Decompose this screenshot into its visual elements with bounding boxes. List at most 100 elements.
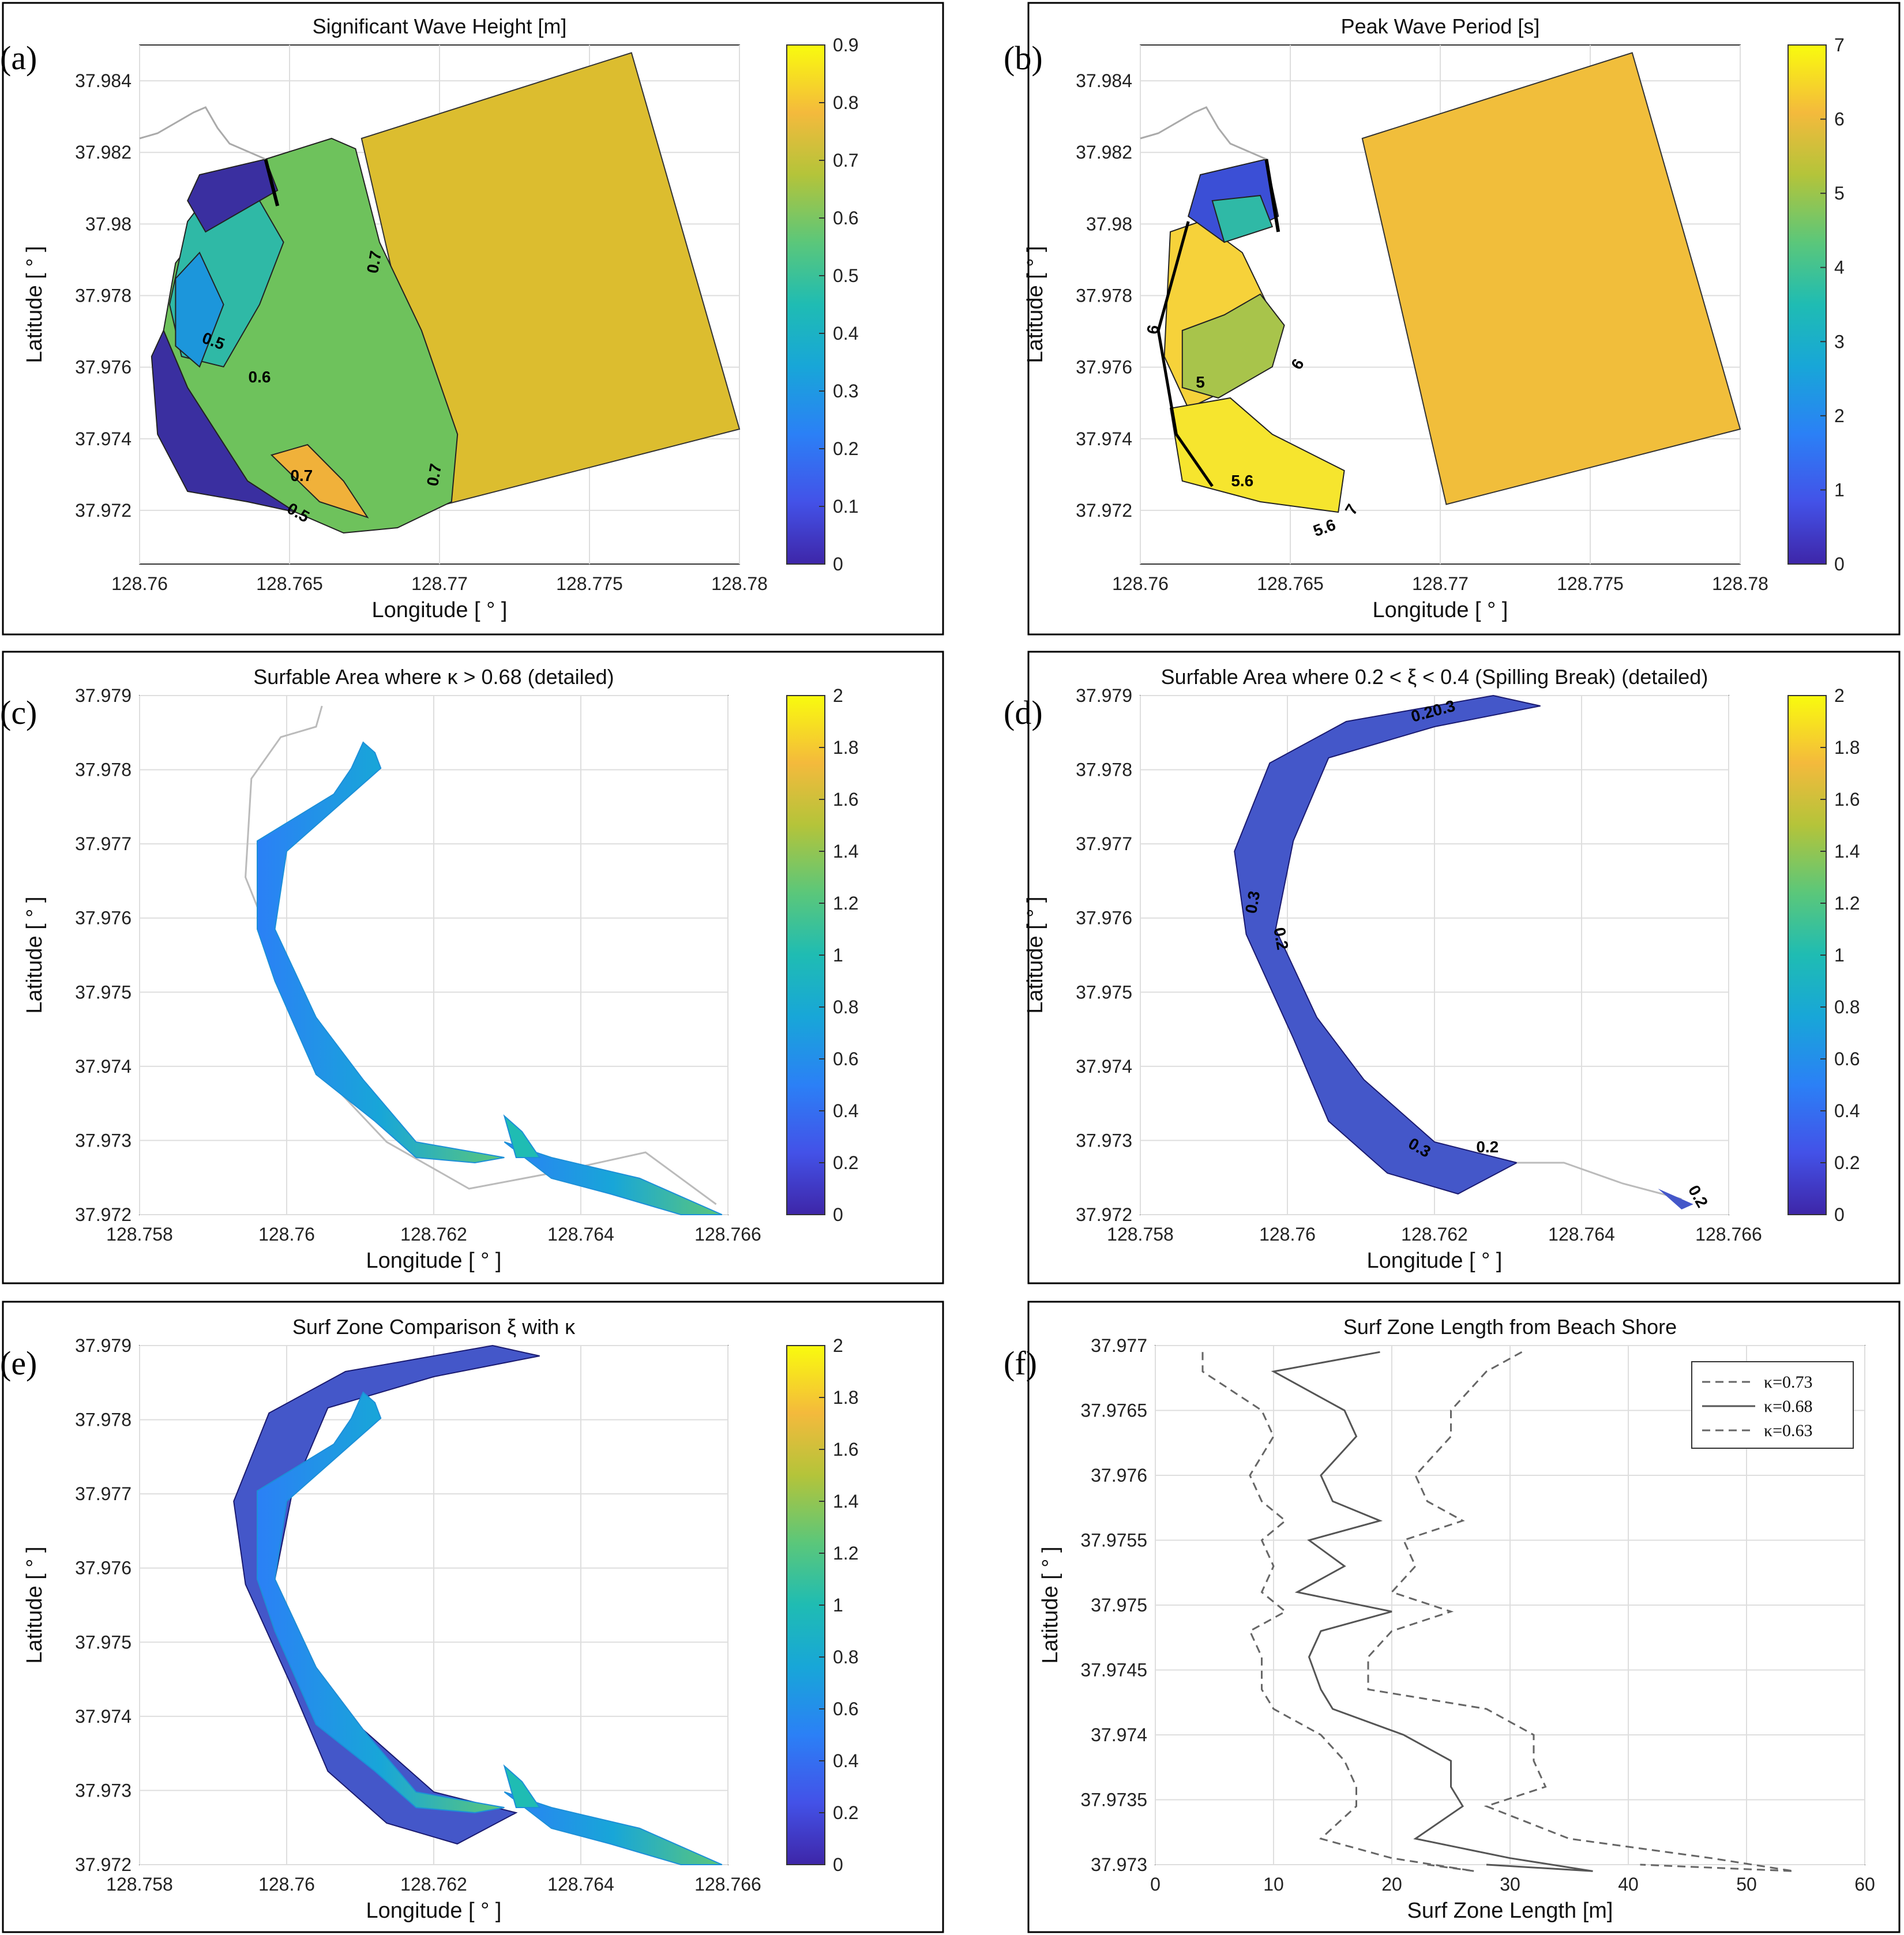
colorbar: [1787, 695, 1827, 1215]
x-tick-label: 10: [1263, 1874, 1284, 1895]
y-tick-label: 37.984: [1076, 70, 1132, 91]
y-tick-label: 37.972: [1076, 500, 1132, 521]
x-tick-label: 128.758: [106, 1874, 173, 1895]
colorbar-tick-label: 7: [1834, 35, 1845, 55]
offshore-zone: [1361, 52, 1741, 505]
colorbar: [786, 695, 825, 1215]
y-axis-label: Latitude [ ° ]: [1023, 896, 1047, 1013]
colorbar-tick-label: 0.9: [833, 35, 858, 55]
y-tick-label: 37.977: [1076, 833, 1132, 854]
x-tick-label: 128.764: [547, 1224, 614, 1245]
colorbar-tick-label: 1.4: [833, 1491, 858, 1512]
colorbar-tick-label: 1.8: [1834, 737, 1860, 758]
legend-label-1: κ=0.68: [1764, 1397, 1813, 1416]
x-tick-label: 128.764: [547, 1874, 614, 1895]
x-axis-label: Longitude [ ° ]: [366, 1249, 502, 1273]
y-tick-label: 37.982: [1076, 142, 1132, 163]
x-axis-label: Longitude [ ° ]: [1373, 598, 1508, 622]
colorbar-tick-label: 3: [1834, 331, 1845, 352]
colorbar: [1787, 44, 1827, 565]
panel-e-comparison-map: 128.758 128.76 128.762 128.764 128.766 37.972…: [22, 1315, 858, 1923]
colorbar-tick-label: 0.3: [833, 381, 858, 401]
shoreline: [1516, 1162, 1682, 1200]
contour-label: 0.2: [1476, 1138, 1499, 1156]
y-tick-label: 37.974: [1076, 429, 1132, 449]
y-tick-label: 37.973: [75, 1780, 132, 1801]
colorbar-tick-label: 0: [1834, 1204, 1845, 1225]
y-tick-label: 37.973: [75, 1130, 132, 1151]
colorbar-tick-label: 0.4: [1834, 1100, 1860, 1121]
x-tick-label: 128.78: [711, 573, 768, 594]
colorbar-tick-label: 6: [1834, 109, 1845, 130]
y-tick-label: 37.975: [75, 982, 132, 1002]
spilling-break-zone-south: [1658, 1189, 1693, 1209]
period-band-3: [1211, 194, 1274, 243]
colorbar-tick-label: 2: [1834, 405, 1845, 426]
x-tick-label: 128.762: [400, 1874, 467, 1895]
contour-label: 0.7: [363, 249, 385, 275]
colorbar-tick-label: 0.2: [833, 438, 858, 459]
colorbar-tick-label: 0.2: [1834, 1152, 1860, 1173]
panel-label-d: (d): [1004, 694, 1043, 731]
x-tick-label: 128.765: [256, 573, 323, 594]
contour-label: 0.6: [249, 368, 271, 386]
y-tick-label: 37.984: [75, 70, 132, 91]
x-axis-label: Longitude [ ° ]: [1367, 1249, 1503, 1273]
x-tick-label: 128.766: [1695, 1224, 1762, 1245]
x-tick-label: 30: [1500, 1874, 1520, 1895]
x-tick-label: 128.762: [1401, 1224, 1468, 1245]
colorbar-tick-label: 1.2: [833, 893, 858, 914]
x-tick-label: 0: [1150, 1874, 1161, 1895]
colorbar-tick-label: 4: [1834, 257, 1845, 278]
y-tick-label: 37.976: [75, 908, 132, 929]
y-tick-label: 37.9755: [1080, 1530, 1147, 1551]
y-axis-label: Latitude [ ° ]: [22, 896, 47, 1013]
colorbar-tick-label: 0: [833, 1204, 843, 1225]
x-tick-label: 128.76: [1259, 1224, 1316, 1245]
y-tick-label: 37.975: [1091, 1595, 1147, 1615]
y-axis-label: Latitude [ ° ]: [22, 246, 47, 363]
x-tick-label: 20: [1381, 1874, 1402, 1895]
x-tick-label: 128.775: [556, 573, 623, 594]
x-tick-label: 128.78: [1712, 573, 1768, 594]
colorbar-tick-label: 5: [1834, 183, 1845, 204]
x-axis-label: Longitude [ ° ]: [366, 1899, 502, 1923]
y-tick-label: 37.9765: [1080, 1400, 1147, 1421]
x-tick-label: 40: [1618, 1874, 1639, 1895]
chart-title: Significant Wave Height [m]: [313, 14, 567, 38]
colorbar-tick-label: 1: [1834, 479, 1845, 500]
colorbar-tick-label: 0.5: [833, 265, 858, 286]
colorbar-tick-label: 0.8: [1834, 997, 1860, 1017]
colorbar-tick-label: 0.6: [1834, 1049, 1860, 1069]
low-wave-zone-south: [151, 329, 296, 513]
series-line-2: [1201, 1352, 1475, 1872]
y-tick-label: 37.974: [75, 1056, 132, 1077]
colorbar-tick-label: 1.6: [833, 789, 858, 810]
y-tick-label: 37.982: [75, 142, 132, 163]
colorbar-tick-label: 1: [833, 945, 843, 965]
colorbar-tick-label: 0.4: [833, 1100, 858, 1121]
surfable-spike: [503, 1114, 541, 1158]
x-tick-label: 128.76: [258, 1224, 315, 1245]
colorbar-tick-label: 1: [833, 1595, 843, 1615]
surfable-zone-south: [504, 1791, 723, 1865]
contour-label: 0.7: [423, 462, 445, 487]
y-tick-label: 37.976: [1091, 1465, 1147, 1486]
colorbar-tick-label: 0.8: [833, 997, 858, 1017]
y-tick-label: 37.974: [75, 429, 132, 449]
colorbar-tick-label: 0.7: [833, 150, 858, 171]
x-tick-label: 128.76: [1112, 573, 1169, 594]
colorbar-tick-label: 1.2: [833, 1543, 858, 1564]
y-tick-label: 37.977: [1091, 1335, 1147, 1356]
y-axis-label: Latitude [ ° ]: [1023, 246, 1047, 363]
panel-d-surfable-xi-map: 128.758 128.76 128.762 128.764 128.766 37.972…: [1023, 665, 1860, 1273]
x-tick-label: 128.762: [400, 1224, 467, 1245]
x-tick-label: 128.758: [1107, 1224, 1174, 1245]
period-band-7: [1169, 397, 1345, 513]
y-tick-label: 37.974: [1076, 1056, 1132, 1077]
y-tick-label: 37.9735: [1080, 1790, 1147, 1810]
colorbar-tick-label: 0: [833, 1854, 843, 1875]
colorbar-tick-label: 1.2: [1834, 893, 1860, 914]
y-tick-label: 37.976: [1076, 357, 1132, 378]
